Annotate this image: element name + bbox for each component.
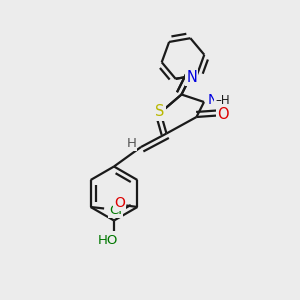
Text: –H: –H — [215, 94, 230, 107]
Text: H: H — [127, 137, 136, 150]
Text: Cl: Cl — [109, 203, 122, 217]
Text: N: N — [208, 93, 218, 106]
Text: N: N — [186, 70, 197, 85]
Text: HO: HO — [98, 234, 118, 247]
Text: O: O — [217, 107, 229, 122]
Text: S: S — [155, 104, 165, 119]
Text: O: O — [114, 196, 125, 210]
